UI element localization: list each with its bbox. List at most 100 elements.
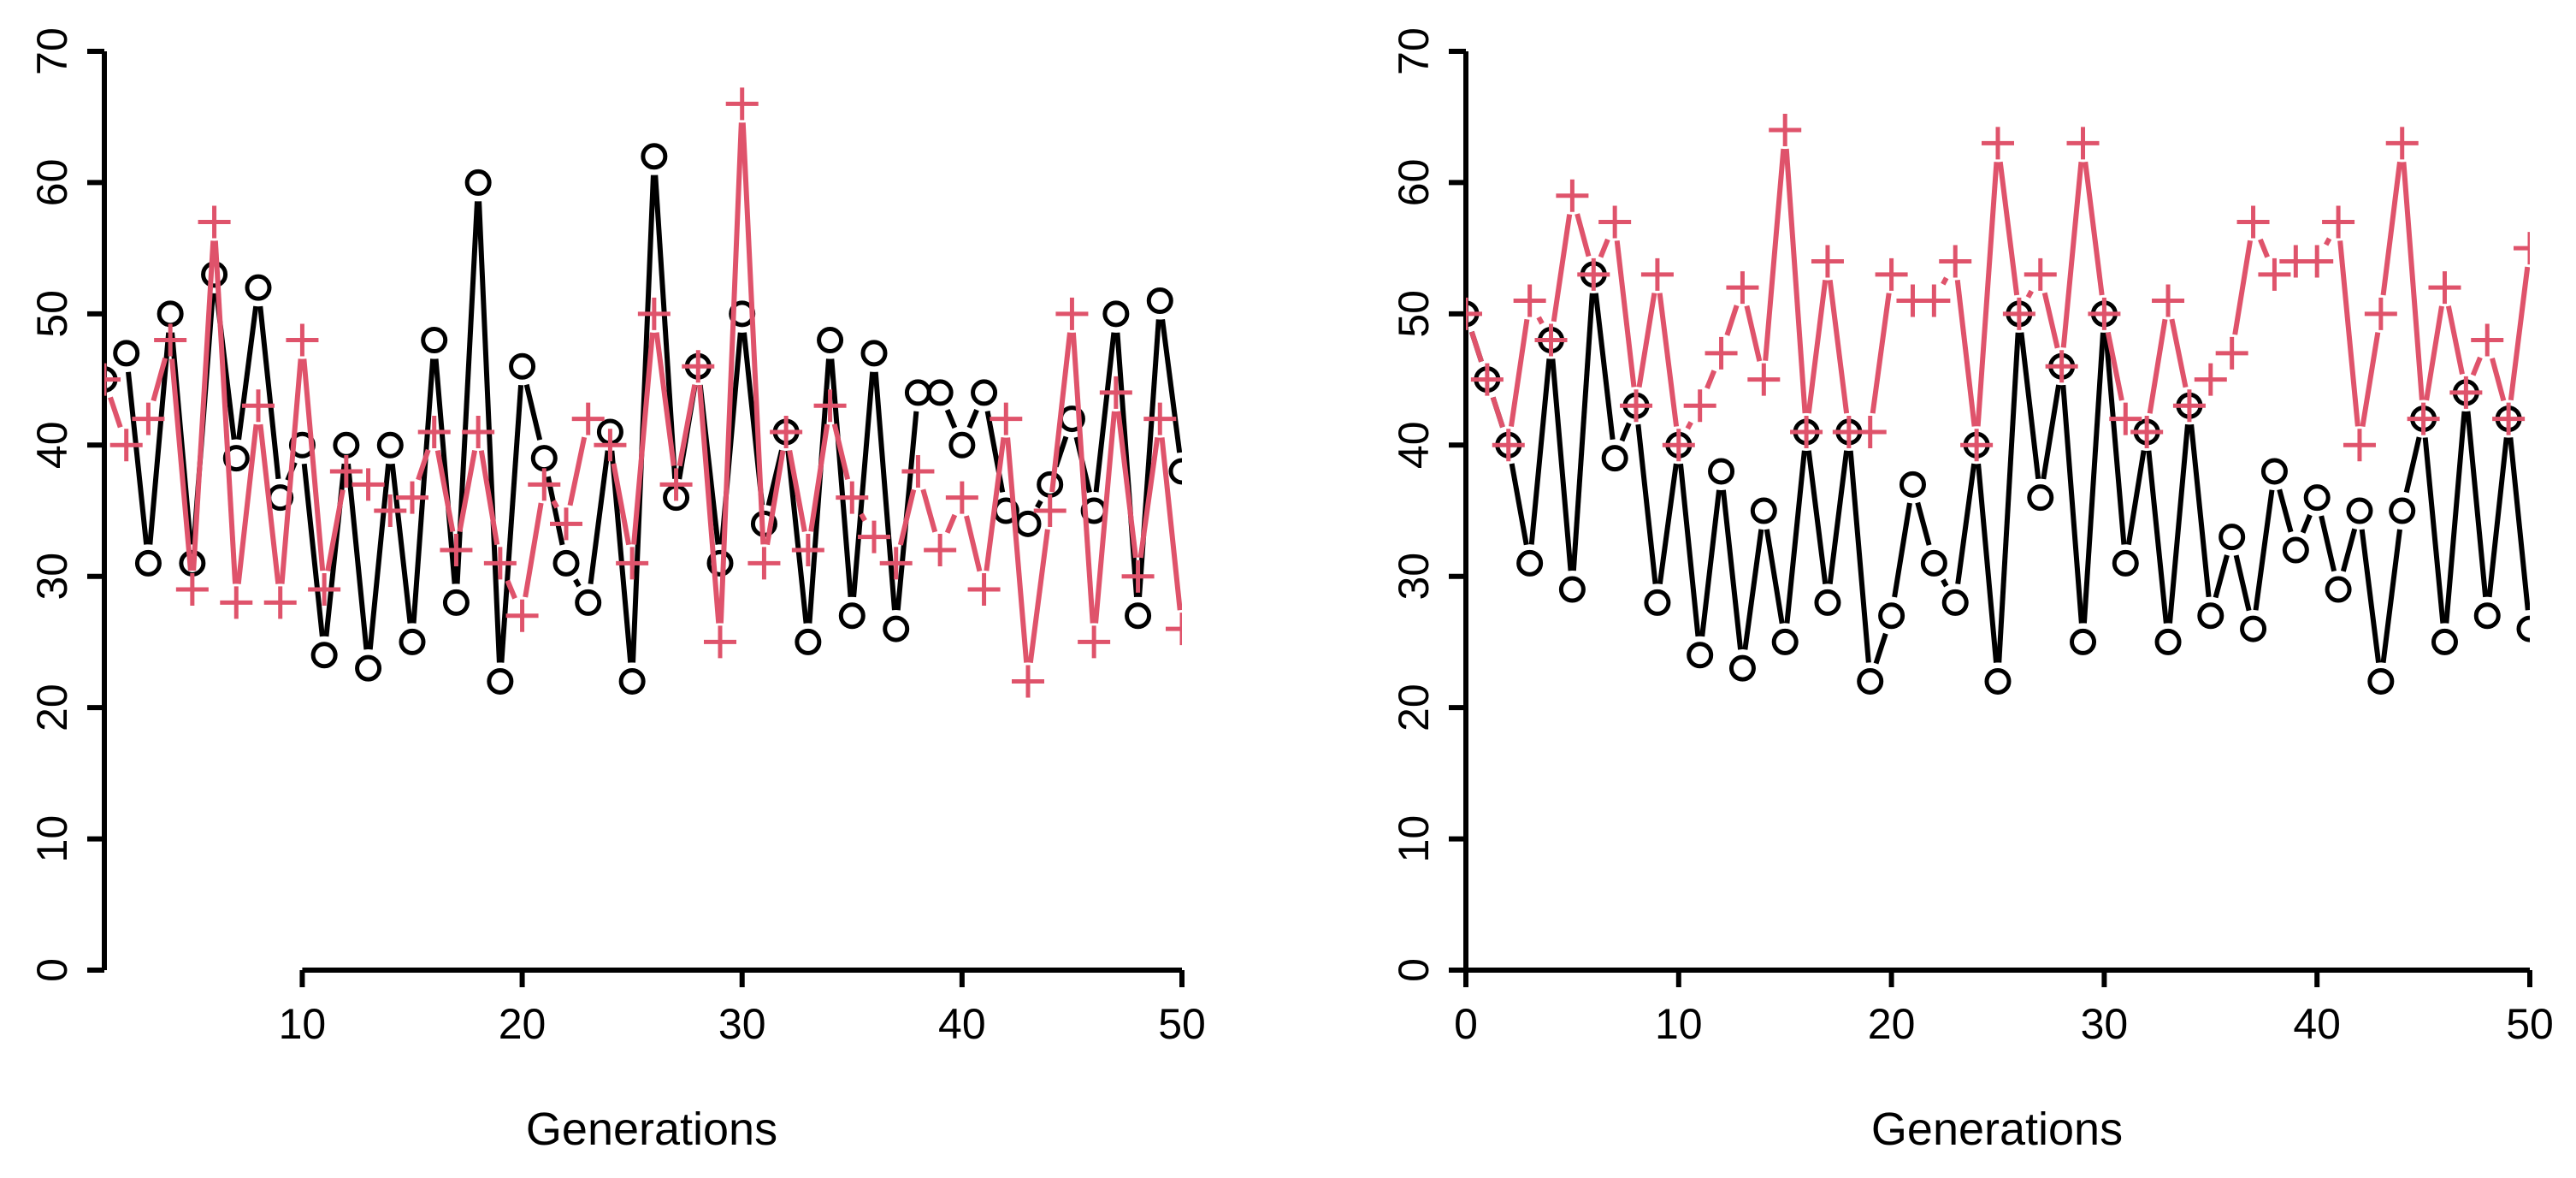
right-black-circles-point [2027, 484, 2054, 512]
right-black-circles-segment [2277, 488, 2294, 533]
right-black-circles-point [2282, 536, 2309, 564]
right-red-crosses-point [1662, 429, 1695, 462]
right-y-tick-label: 40 [1390, 421, 1438, 469]
left-black-circles-point [575, 589, 602, 616]
right-black-circles-segment [1619, 422, 1632, 442]
left-black-circles-segment [236, 305, 259, 441]
right-black-circles-segment [2125, 450, 2147, 546]
left-red-crosses-segment [567, 436, 588, 506]
left-black-circles-segment [1160, 318, 1182, 453]
right-black-circles-segment [1699, 489, 1722, 637]
right-black-circles-segment [1657, 463, 1679, 584]
left-red-crosses-point [967, 573, 1001, 607]
right-red-crosses-point [1640, 258, 1674, 291]
right-black-circles-segment [1941, 578, 1949, 588]
right-black-circles-point [2516, 615, 2530, 642]
right-red-crosses-point [2215, 336, 2248, 370]
right-black-circles-segment [1873, 632, 1888, 665]
right-red-crosses-segment [1657, 293, 1680, 427]
right-black-circles-point [2367, 667, 2395, 695]
left-red-crosses-point [659, 468, 693, 501]
left-red-crosses-segment [653, 332, 676, 466]
left-x-tick-label: 40 [938, 1000, 986, 1048]
left-black-circles-segment [785, 450, 809, 624]
left-x-tick-label: 50 [1158, 1000, 1206, 1048]
left-red-crosses-point [747, 547, 781, 580]
right-black-circles-segment [2443, 411, 2467, 624]
right-black-circles-segment [2146, 450, 2169, 624]
right-black-circles-segment [1509, 463, 1529, 546]
left-black-circles-segment [126, 371, 150, 545]
left-red-crosses-segment [416, 448, 431, 481]
left-black-circles-point [552, 549, 580, 577]
right-red-crosses-segment [2337, 240, 2360, 427]
right-x-tick-label: 20 [1868, 1000, 1916, 1048]
left-black-circles-segment [367, 463, 392, 650]
right-red-crosses-point [1620, 389, 1653, 423]
left-red-crosses-segment [523, 502, 544, 598]
right-red-crosses-segment [2083, 161, 2105, 296]
right-black-circles-point [1708, 458, 1735, 485]
right-red-crosses-point [2322, 205, 2355, 239]
right-red-crosses-point [1790, 415, 1823, 448]
left-red-crosses-point [813, 389, 847, 423]
right-red-crosses-segment [2041, 292, 2060, 349]
left-red-crosses-segment [301, 358, 326, 571]
left-black-circles-point [442, 589, 470, 616]
right-black-circles-point [2325, 576, 2352, 603]
left-red-crosses-segment [434, 450, 456, 532]
right-y-tick-label: 30 [1390, 553, 1438, 601]
left-red-crosses-point [109, 429, 143, 462]
right-black-circles-segment [1528, 358, 1552, 545]
right-black-circles-segment [1635, 423, 1658, 584]
left-red-crosses-point [154, 323, 187, 357]
left-black-circles-point [706, 549, 734, 577]
left-black-circles-point [926, 379, 954, 406]
left-red-crosses-segment [831, 423, 851, 480]
left-red-crosses-segment [631, 332, 655, 545]
left-red-crosses-point [175, 573, 209, 607]
left-red-crosses-point [263, 586, 297, 619]
left-red-crosses-point [637, 297, 671, 330]
left-black-circles-segment [944, 409, 958, 429]
left-black-circles-point [641, 143, 668, 170]
right-red-crosses-segment [1509, 318, 1530, 427]
right-black-circles-segment [2060, 384, 2084, 624]
right-black-circles-segment [2167, 423, 2190, 624]
left-red-crosses-segment [325, 489, 346, 571]
right-black-circles-segment [2359, 529, 2382, 663]
left-red-crosses-segment [1049, 332, 1072, 493]
left-red-crosses-segment [1137, 436, 1161, 559]
left-red-crosses-segment [611, 463, 632, 546]
right-y-tick-label: 10 [1390, 815, 1438, 863]
left-red-crosses-point [483, 547, 517, 580]
left-panel: Generations 0 10 20 30 40 50 60 70 10 20 30 40 50 [28, 27, 1206, 1155]
left-red-crosses-point [1166, 613, 1182, 646]
right-x-tick-label: 30 [2081, 1000, 2129, 1048]
left-red-crosses-point [725, 87, 759, 121]
right-black-circles-segment [2189, 423, 2212, 598]
right-red-crosses-point [2194, 363, 2227, 396]
left-black-circles-segment [573, 578, 582, 588]
right-red-crosses-segment [2490, 357, 2507, 402]
left-black-circles-point [1146, 287, 1173, 315]
right-black-circles-point [2303, 484, 2331, 512]
right-red-crosses-point [2514, 232, 2530, 265]
right-red-crosses-segment [2324, 237, 2332, 246]
right-y-tick-label: 20 [1390, 684, 1438, 731]
left-black-circles-segment [523, 383, 543, 441]
left-red-crosses-segment [457, 450, 478, 532]
right-black-circles-segment [2213, 554, 2230, 599]
right-black-circles-point [2112, 549, 2139, 577]
left-red-crosses-point [132, 402, 165, 435]
right-red-crosses-point [2002, 297, 2035, 330]
right-black-circles-segment [2018, 332, 2041, 480]
right-red-crosses-segment [2401, 162, 2425, 400]
right-red-crosses-segment [1536, 316, 1545, 325]
left-black-circles-point [618, 667, 646, 695]
right-red-crosses-segment [1551, 214, 1573, 323]
left-red-crosses-point [329, 454, 363, 488]
left-y-tick-label: 10 [28, 815, 76, 863]
right-black-circles-segment [1847, 450, 1871, 663]
